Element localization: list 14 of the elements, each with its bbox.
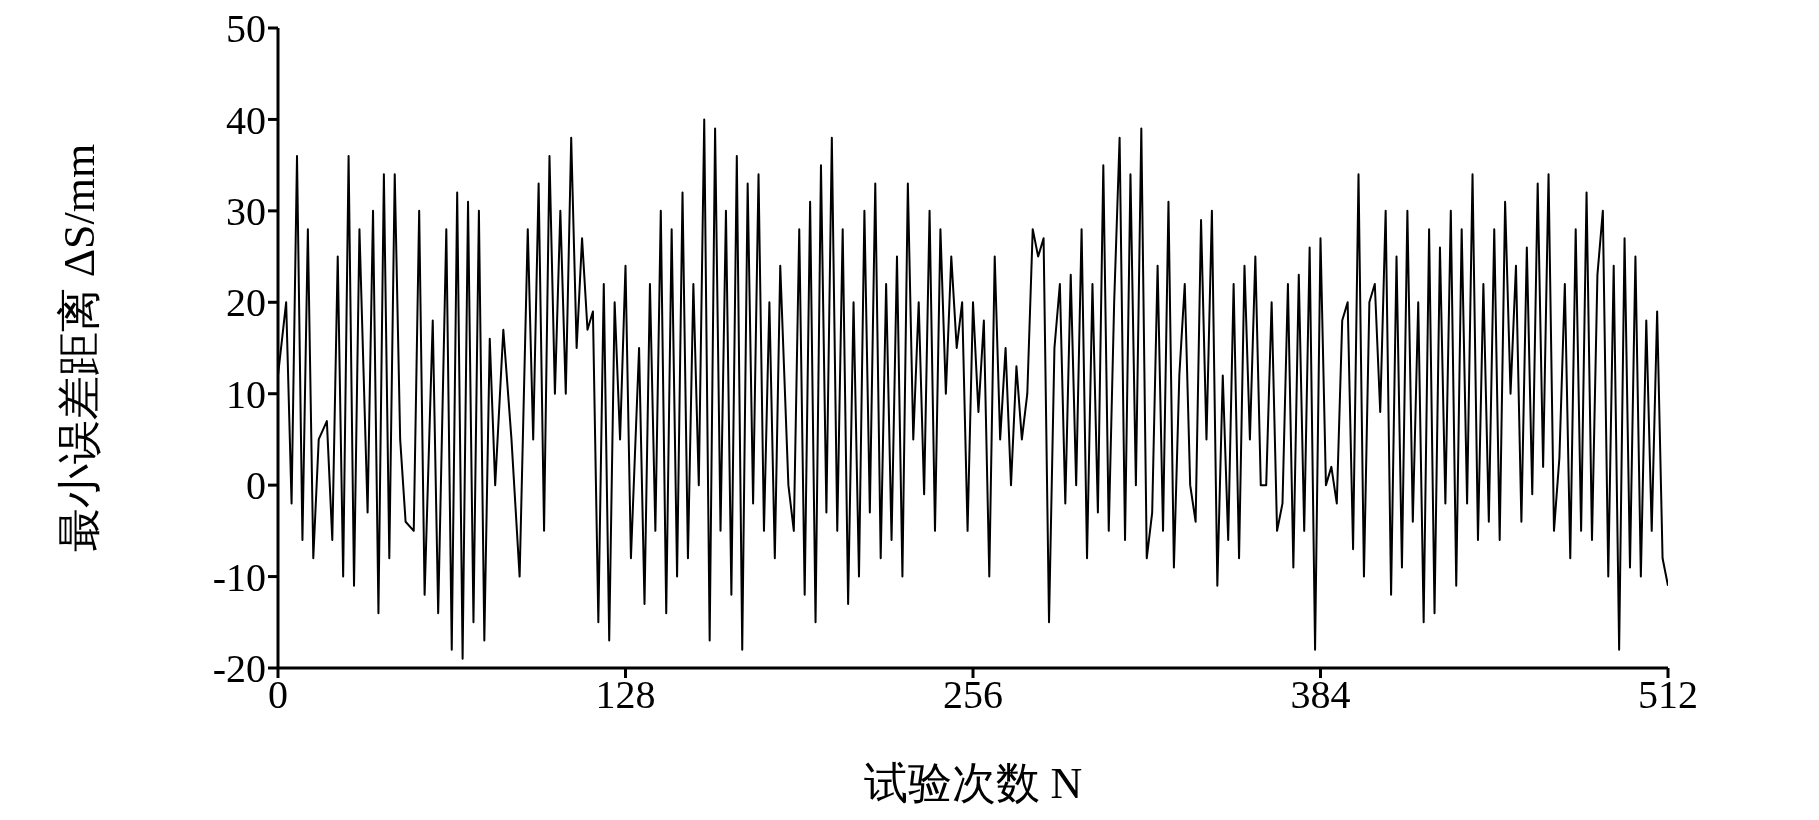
y-tick-label: 50	[226, 6, 266, 52]
y-tick-label: 40	[226, 97, 266, 143]
y-tick-label: -10	[212, 554, 266, 600]
x-tick-label: 384	[1290, 672, 1351, 718]
y-tick-label: 0	[246, 463, 266, 509]
y-tick-label: 20	[226, 280, 266, 326]
y-axis-title: 最小误差距离 ΔS/mm	[54, 143, 104, 553]
x-tick-label: 256	[943, 672, 1003, 718]
x-tick-label: 128	[595, 672, 656, 718]
y-tick-label: 10	[226, 371, 266, 417]
y-tick-label: -20	[212, 646, 266, 692]
x-axis-title: 试验次数 N	[863, 759, 1083, 808]
y-tick-label: 30	[226, 189, 266, 235]
x-tick-label: 512	[1638, 672, 1698, 718]
